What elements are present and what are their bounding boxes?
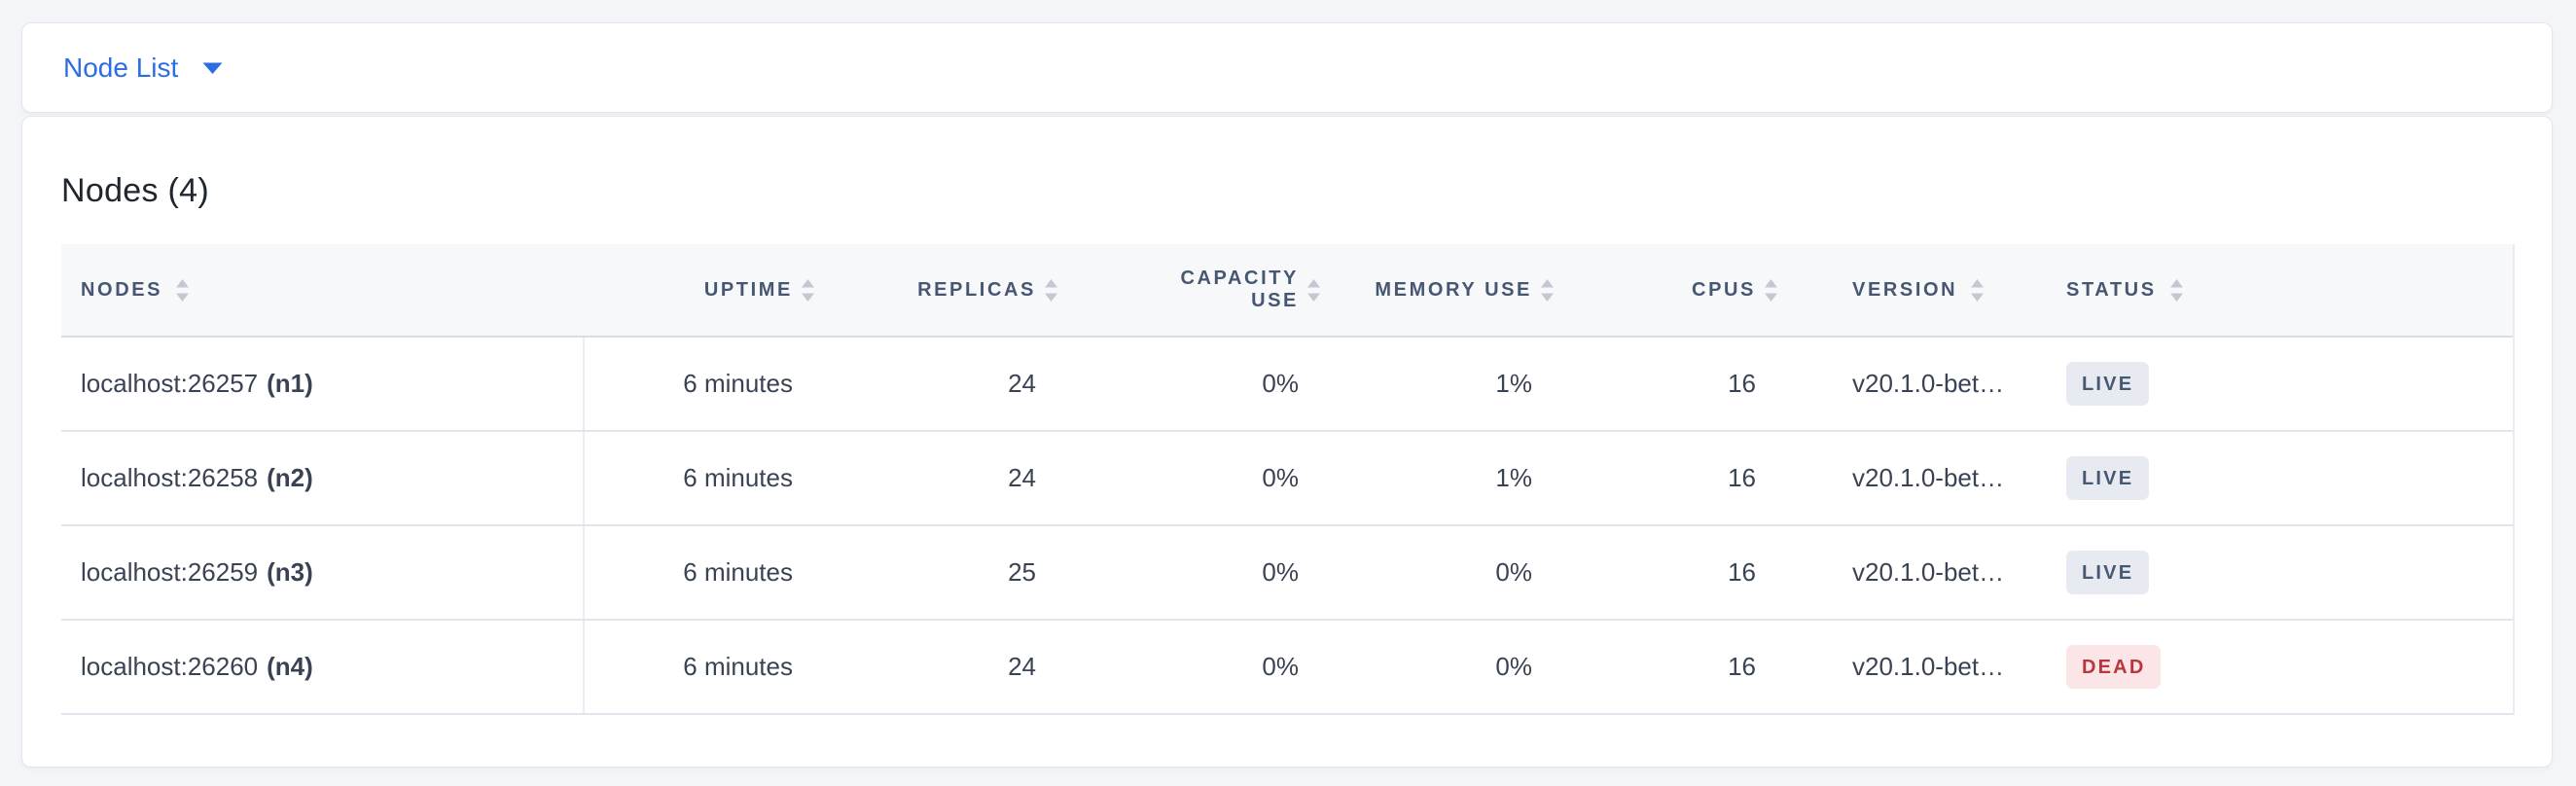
- cell-version: v20.1.0-bet…: [1852, 369, 2005, 398]
- sort-icon: [802, 278, 814, 302]
- nodes-card: Nodes (4) NODES UPTIME REPLICAS CAPACITY US…: [21, 116, 2553, 768]
- node-id: (n2): [267, 463, 313, 492]
- column-header-capacity[interactable]: CAPACITY USE: [1071, 244, 1334, 336]
- status-badge: LIVE: [2066, 362, 2150, 406]
- cell-capacity: 0%: [1262, 557, 1299, 587]
- cell-status: LIVE: [2039, 526, 2513, 619]
- column-header-status[interactable]: STATUS: [2039, 244, 2513, 336]
- view-dropdown[interactable]: Node List: [63, 54, 224, 82]
- cell-replicas: 24: [1008, 369, 1036, 398]
- table-row[interactable]: localhost:26259 (n3) 6 minutes 25 0% 0% 16 v20.…: [61, 526, 2513, 621]
- cell-uptime: 6 minutes: [683, 463, 793, 492]
- column-header-version[interactable]: VERSION: [1791, 244, 2039, 336]
- cell-nodes: localhost:26260 (n4): [61, 621, 585, 713]
- table-row[interactable]: localhost:26257 (n1) 6 minutes 24 0% 1% 16 v20.…: [61, 338, 2513, 432]
- node-id: (n1): [267, 369, 313, 398]
- cell-replicas: 24: [1008, 652, 1036, 681]
- cell-replicas: 24: [1008, 463, 1036, 492]
- column-header-label: CAPACITY USE: [1180, 268, 1299, 311]
- sort-icon: [176, 278, 190, 302]
- sort-icon: [2169, 278, 2183, 302]
- cell-version: v20.1.0-bet…: [1852, 463, 2005, 492]
- cell-status: DEAD: [2039, 621, 2513, 713]
- table-row[interactable]: localhost:26260 (n4) 6 minutes 24 0% 0% 16 v20.…: [61, 621, 2513, 715]
- node-id: (n4): [267, 652, 313, 681]
- column-header-label: STATUS: [2066, 278, 2157, 301]
- cell-version: v20.1.0-bet…: [1852, 652, 2005, 681]
- column-header-label: NODES: [81, 278, 163, 301]
- table-header-row: NODES UPTIME REPLICAS CAPACITY USE MEMORY US…: [61, 244, 2513, 338]
- status-badge: LIVE: [2066, 551, 2150, 594]
- node-id: (n3): [267, 557, 313, 587]
- column-header-label: VERSION: [1852, 278, 1958, 301]
- sort-icon: [1971, 278, 1985, 302]
- cell-cpus: 16: [1728, 557, 1756, 587]
- node-address: localhost:26258: [81, 463, 259, 492]
- status-badge: LIVE: [2066, 456, 2150, 500]
- cell-capacity: 0%: [1262, 369, 1299, 398]
- cell-nodes: localhost:26259 (n3): [61, 526, 585, 619]
- column-header-label: MEMORY USE: [1375, 278, 1532, 301]
- column-header-uptime[interactable]: UPTIME: [585, 244, 828, 336]
- cell-uptime: 6 minutes: [683, 557, 793, 587]
- column-header-label: CPUS: [1692, 278, 1756, 301]
- table-row[interactable]: localhost:26258 (n2) 6 minutes 24 0% 1% 16 v20.…: [61, 432, 2513, 526]
- column-header-nodes[interactable]: NODES: [61, 244, 585, 336]
- cell-version: v20.1.0-bet…: [1852, 557, 2005, 587]
- cell-replicas: 25: [1008, 557, 1036, 587]
- sort-icon: [1045, 278, 1057, 302]
- view-dropdown-bar: Node List: [21, 22, 2553, 113]
- cell-capacity: 0%: [1262, 463, 1299, 492]
- node-address: localhost:26257: [81, 369, 259, 398]
- cell-uptime: 6 minutes: [683, 369, 793, 398]
- caret-down-icon: [202, 62, 223, 74]
- sort-icon: [1541, 278, 1554, 302]
- cell-cpus: 16: [1728, 463, 1756, 492]
- cell-memory: 0%: [1495, 557, 1532, 587]
- cell-status: LIVE: [2039, 338, 2513, 430]
- sort-icon: [1765, 278, 1777, 302]
- node-address: localhost:26259: [81, 557, 259, 587]
- column-header-label: UPTIME: [703, 278, 793, 301]
- cell-uptime: 6 minutes: [683, 652, 793, 681]
- cell-status: LIVE: [2039, 432, 2513, 524]
- cell-nodes: localhost:26257 (n1): [61, 338, 585, 430]
- column-header-replicas[interactable]: REPLICAS: [828, 244, 1071, 336]
- nodes-table: NODES UPTIME REPLICAS CAPACITY USE MEMORY US…: [61, 244, 2515, 715]
- cell-memory: 0%: [1495, 652, 1532, 681]
- cell-cpus: 16: [1728, 652, 1756, 681]
- cell-memory: 1%: [1495, 463, 1532, 492]
- sort-icon: [1307, 278, 1320, 302]
- status-badge: DEAD: [2066, 645, 2162, 689]
- node-address: localhost:26260: [81, 652, 259, 681]
- column-header-cpus[interactable]: CPUS: [1567, 244, 1791, 336]
- column-header-memory[interactable]: MEMORY USE: [1334, 244, 1567, 336]
- column-header-label: REPLICAS: [917, 278, 1036, 301]
- page-title: Nodes (4): [61, 172, 209, 209]
- table-body: localhost:26257 (n1) 6 minutes 24 0% 1% 16 v20.…: [61, 338, 2513, 715]
- view-dropdown-label: Node List: [63, 52, 179, 83]
- cell-cpus: 16: [1728, 369, 1756, 398]
- cell-capacity: 0%: [1262, 652, 1299, 681]
- cell-nodes: localhost:26258 (n2): [61, 432, 585, 524]
- cell-memory: 1%: [1495, 369, 1532, 398]
